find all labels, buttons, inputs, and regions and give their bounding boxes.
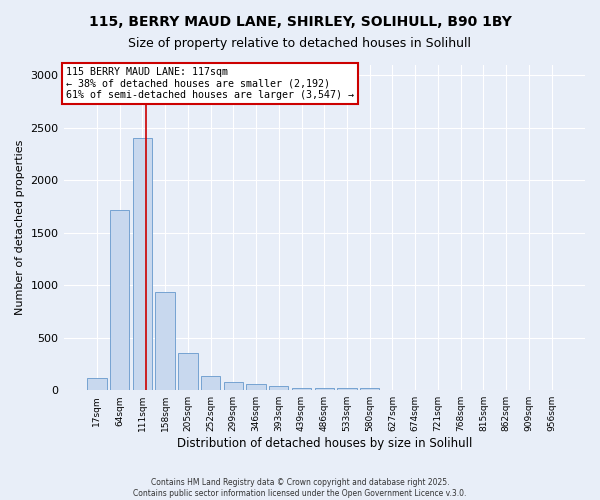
Bar (110, 210, 130, 390)
Bar (224, 382, 243, 390)
Text: Contains HM Land Registry data © Crown copyright and database right 2025.
Contai: Contains HM Land Registry data © Crown c… (133, 478, 467, 498)
Bar (178, 354, 197, 390)
Bar (269, 386, 289, 390)
X-axis label: Distribution of detached houses by size in Solihull: Distribution of detached houses by size … (176, 437, 472, 450)
Y-axis label: Number of detached properties: Number of detached properties (15, 140, 25, 316)
Bar (155, 292, 175, 390)
Bar (87, 378, 107, 390)
Bar (360, 388, 379, 390)
Bar (337, 388, 356, 390)
Bar (247, 384, 266, 390)
Text: 115, BERRY MAUD LANE, SHIRLEY, SOLIHULL, B90 1BY: 115, BERRY MAUD LANE, SHIRLEY, SOLIHULL,… (89, 15, 511, 29)
Bar (314, 388, 334, 390)
Bar (201, 376, 220, 390)
Bar (292, 388, 311, 390)
Text: Size of property relative to detached houses in Solihull: Size of property relative to detached ho… (128, 38, 472, 51)
Bar (133, 138, 152, 390)
Text: 115 BERRY MAUD LANE: 117sqm
← 38% of detached houses are smaller (2,192)
61% of : 115 BERRY MAUD LANE: 117sqm ← 38% of det… (66, 66, 354, 100)
